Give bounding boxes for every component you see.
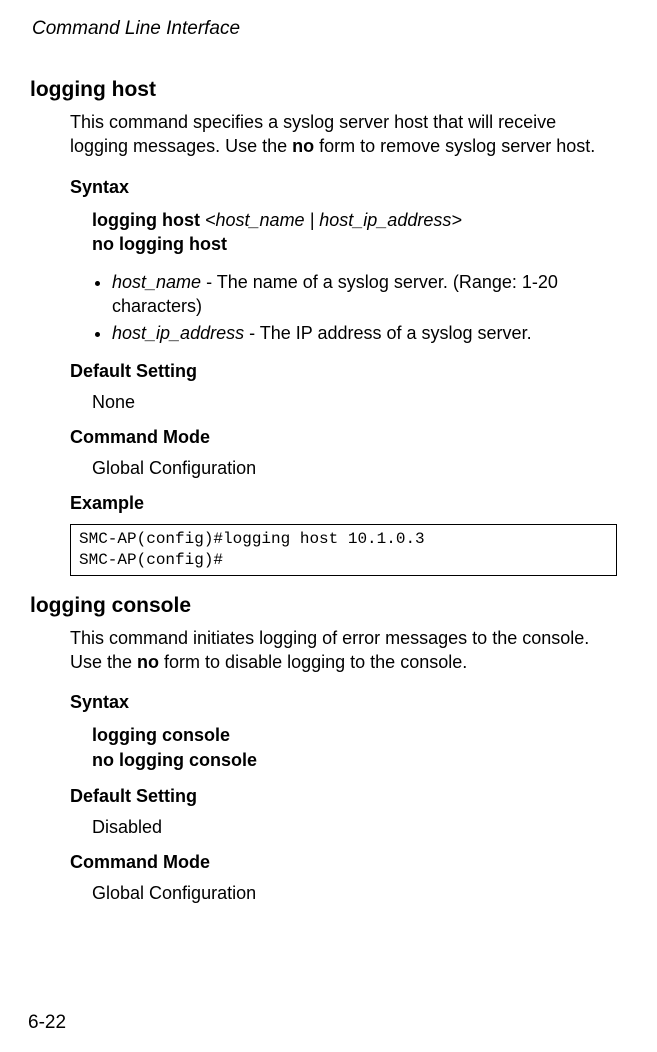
syntax-cmd2: no logging host	[92, 234, 227, 254]
param-desc: - The IP address of a syslog server.	[244, 323, 531, 343]
section2-title: logging console	[30, 594, 617, 618]
syntax-cmd2: no logging console	[92, 750, 257, 770]
page-number: 6-22	[28, 1012, 66, 1034]
desc-bold: no	[137, 652, 159, 672]
param-item: host_ip_address - The IP address of a sy…	[112, 321, 617, 345]
param-item: host_name - The name of a syslog server.…	[112, 270, 617, 319]
section2-mode-label: Command Mode	[70, 852, 617, 873]
section1-params: host_name - The name of a syslog server.…	[92, 270, 617, 345]
page-container: Command Line Interface logging host This…	[0, 0, 657, 1052]
section1-example-box: SMC-AP(config)#logging host 10.1.0.3 SMC…	[70, 524, 617, 576]
section1-default-value: None	[92, 392, 617, 413]
param-name: host_name	[112, 272, 201, 292]
section1-mode-label: Command Mode	[70, 427, 617, 448]
section2-default-label: Default Setting	[70, 786, 617, 807]
section2-syntax: logging console no logging console	[92, 723, 617, 772]
section1-title: logging host	[30, 78, 617, 102]
section2-default-value: Disabled	[92, 817, 617, 838]
section2-mode-value: Global Configuration	[92, 883, 617, 904]
section1-default-label: Default Setting	[70, 361, 617, 382]
desc-post: form to remove syslog server host.	[314, 136, 595, 156]
section1-syntax: logging host <host_name | host_ip_addres…	[92, 208, 617, 257]
running-head: Command Line Interface	[32, 18, 617, 40]
syntax-cmd1: logging console	[92, 725, 230, 745]
section1-mode-value: Global Configuration	[92, 458, 617, 479]
section1-description: This command specifies a syslog server h…	[70, 110, 617, 159]
section2-syntax-label: Syntax	[70, 692, 617, 713]
syntax-args: <host_name | host_ip_address>	[205, 210, 462, 230]
section2-description: This command initiates logging of error …	[70, 626, 617, 675]
desc-bold: no	[292, 136, 314, 156]
section1-example-label: Example	[70, 493, 617, 514]
section1-syntax-label: Syntax	[70, 177, 617, 198]
syntax-cmd1: logging host	[92, 210, 200, 230]
param-name: host_ip_address	[112, 323, 244, 343]
desc-post: form to disable logging to the console.	[159, 652, 467, 672]
